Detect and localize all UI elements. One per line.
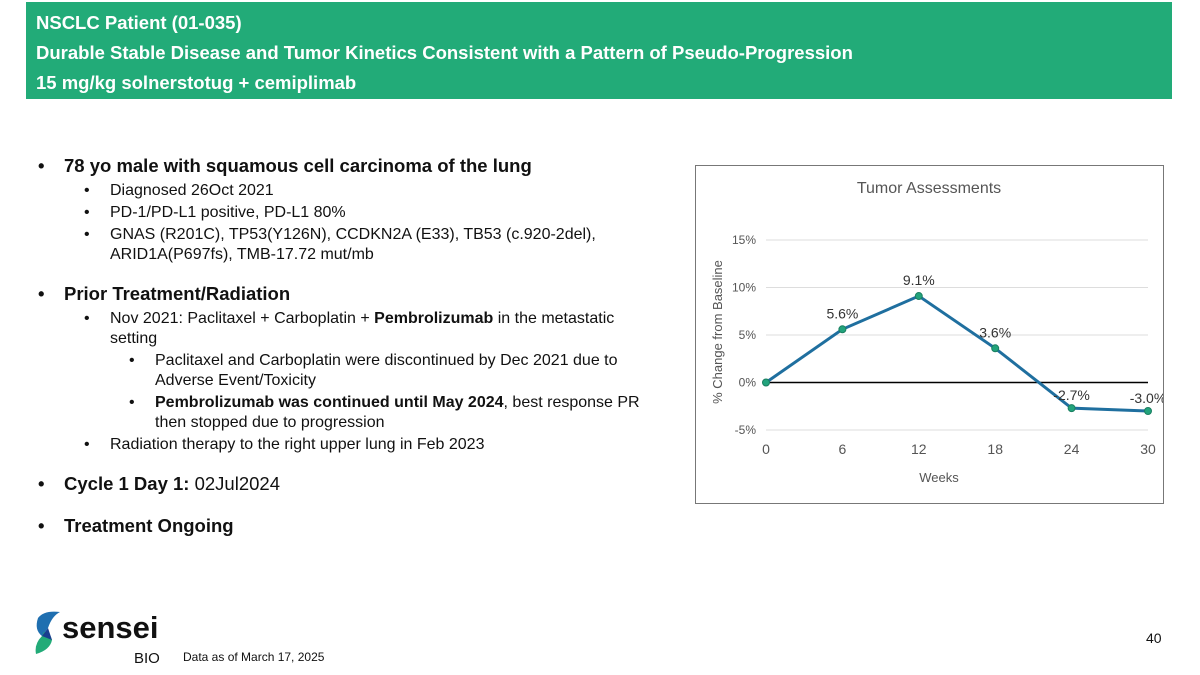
bullet-text: Diagnosed 26Oct 2021 bbox=[110, 182, 274, 199]
bullet: • Treatment Ongoing bbox=[38, 515, 234, 536]
y-tick-label: 0% bbox=[739, 376, 757, 390]
data-label: 9.1% bbox=[903, 272, 935, 288]
sub-bullet: • Nov 2021: Paclitaxel + Carboplatin + Pe… bbox=[84, 310, 615, 347]
bullet-text: 02Jul2024 bbox=[189, 473, 280, 494]
tumor-assessment-chart: Tumor Assessments Weeks % Change from Ba… bbox=[695, 165, 1166, 504]
y-tick-label: 10% bbox=[732, 281, 756, 295]
data-label: 3.6% bbox=[979, 324, 1011, 340]
bullet-text: PD-1/PD-L1 positive, PD-L1 80% bbox=[110, 204, 346, 221]
page-number: 40 bbox=[1146, 630, 1162, 646]
bullet-text: Radiation therapy to the right upper lun… bbox=[110, 436, 485, 453]
bullet-text: Paclitaxel and Carboplatin were disconti… bbox=[155, 352, 618, 389]
x-tick-label: 18 bbox=[987, 441, 1003, 457]
slide-header: NSCLC Patient (01-035) Durable Stable Di… bbox=[26, 2, 1172, 99]
x-tick-label: 12 bbox=[911, 441, 927, 457]
data-point bbox=[762, 378, 770, 387]
bullet-text: in the metastatic setting bbox=[110, 310, 615, 347]
data-label: -2.7% bbox=[1053, 387, 1090, 403]
x-axis-label: Weeks bbox=[919, 470, 959, 485]
bullet-bold: Cycle 1 Day 1: bbox=[64, 473, 190, 494]
data-label: -3.0% bbox=[1130, 390, 1163, 406]
slide-title: Durable Stable Disease and Tumor Kinetic… bbox=[36, 42, 853, 63]
bullet-text: Prior Treatment/Radiation bbox=[64, 283, 291, 304]
data-point bbox=[1067, 404, 1076, 413]
logo-text: sensei bbox=[62, 610, 159, 645]
bullet-text: 78 yo male with squamous cell carcinoma … bbox=[64, 155, 532, 176]
data-point bbox=[1144, 407, 1152, 415]
bullet-text: Nov 2021: Paclitaxel + Carboplatin + bbox=[110, 310, 375, 327]
bullet-bold: Pembrolizumab was continued until May 20… bbox=[155, 394, 504, 411]
data-point bbox=[838, 325, 847, 334]
x-tick-label: 30 bbox=[1140, 441, 1156, 457]
bullet-text: , best response PR then stopped due to p… bbox=[155, 394, 640, 431]
data-line bbox=[765, 294, 1149, 413]
sub-bullet: • Diagnosed 26Oct 2021 bbox=[84, 182, 274, 199]
sub-bullet: • Radiation therapy to the right upper lu… bbox=[84, 436, 485, 453]
bullet: • Cycle 1 Day 1: 02Jul2024 bbox=[38, 473, 280, 494]
data-point bbox=[991, 344, 1000, 353]
sensei-bio-logo: sensei BIO bbox=[30, 610, 180, 673]
x-tick-label: 0 bbox=[762, 441, 770, 457]
bullet: • Prior Treatment/Radiation bbox=[38, 283, 291, 304]
bullet: • 78 yo male with squamous cell carcinoma… bbox=[38, 155, 532, 176]
chart-svg: Tumor Assessments Weeks % Change from Ba… bbox=[710, 180, 1166, 485]
y-tick-label: 5% bbox=[739, 328, 757, 342]
data-point bbox=[914, 292, 923, 301]
sub-bullet: • PD-1/PD-L1 positive, PD-L1 80% bbox=[84, 204, 346, 221]
sensei-logo-icon: sensei BIO bbox=[35, 610, 160, 667]
x-tick-label: 6 bbox=[839, 441, 847, 457]
bullet-text: GNAS (R201C), TP53(Y126N), CCDKN2A (E33)… bbox=[110, 226, 596, 263]
y-tick-label: -5% bbox=[735, 423, 757, 437]
sub-sub-bullet: • Pembrolizumab was continued until May 2… bbox=[129, 394, 640, 431]
data-label: 5.6% bbox=[826, 305, 858, 321]
bullet-bold: Pembrolizumab bbox=[374, 310, 494, 327]
logo-sub: BIO bbox=[134, 650, 160, 667]
slide-subtitle: 15 mg/kg solnerstotug + cemiplimab bbox=[36, 72, 357, 93]
bullet-list: • 78 yo male with squamous cell carcinoma… bbox=[38, 153, 658, 539]
patient-title: NSCLC Patient (01-035) bbox=[36, 12, 242, 33]
bullet-text: Treatment Ongoing bbox=[64, 515, 234, 536]
sub-sub-bullet: • Paclitaxel and Carboplatin were discont… bbox=[129, 352, 618, 389]
sub-bullet: • GNAS (R201C), TP53(Y126N), CCDKN2A (E33… bbox=[84, 226, 596, 263]
chart-title: Tumor Assessments bbox=[857, 180, 1001, 197]
x-tick-label: 24 bbox=[1064, 441, 1080, 457]
y-axis-label: % Change from Baseline bbox=[710, 260, 725, 404]
y-tick-label: 15% bbox=[732, 233, 756, 247]
data-date-footnote: Data as of March 17, 2025 bbox=[183, 650, 325, 664]
